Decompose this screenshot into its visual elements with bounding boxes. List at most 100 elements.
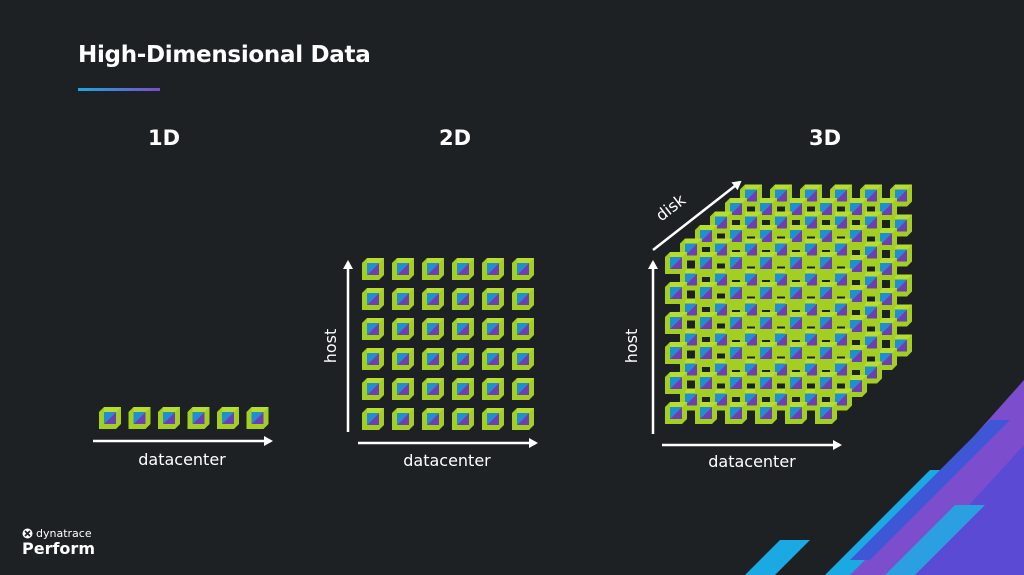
cube [482,408,504,430]
cube [665,402,687,424]
panel-3d: datacenter host disk [622,180,912,471]
cube [755,252,777,274]
cube [665,372,687,394]
cube [512,288,534,310]
cube [362,408,384,430]
cube [362,318,384,340]
cube [815,342,837,364]
cube [482,378,504,400]
cube [815,372,837,394]
cube [680,238,702,261]
cube [482,288,504,310]
cube [362,258,384,280]
cube [452,378,474,400]
cube [392,318,414,340]
stripe-blue-3 [745,540,810,575]
cube [482,318,504,340]
cubes-3d [665,184,912,424]
heading-2d: 2D [439,126,472,150]
brand-event: Perform [22,539,95,558]
cube [860,301,882,324]
cube [158,407,180,429]
z-axis-3d [652,180,742,251]
cube [770,184,792,207]
cube [695,312,717,334]
panel-1d: datacenter [93,407,273,469]
cube [392,408,414,430]
stripe-blue-2 [850,420,1010,560]
cube [785,372,807,394]
cube [246,407,269,429]
cube [512,258,534,280]
cube [890,184,912,207]
cube [845,255,867,277]
cube [725,312,747,334]
cube [785,282,807,304]
cube [755,198,777,220]
cube [815,282,837,304]
cube [422,288,444,310]
cube [482,348,504,370]
cube [725,198,747,220]
cube [695,252,717,274]
cube [725,402,747,424]
cube [725,282,747,304]
cube [452,408,474,430]
cube [785,252,807,274]
cube [800,238,822,261]
cube [815,402,837,424]
cube [452,348,474,370]
cubes-2d [362,258,534,430]
cube [512,378,534,400]
stripe-blue-4 [885,505,985,575]
brand-logo: dynatrace Perform [22,527,95,558]
slide-title: High-Dimensional Data [78,42,371,68]
cube [755,282,777,304]
cube [422,348,444,370]
cube [695,402,717,424]
cube [665,282,687,304]
cube [392,288,414,310]
cube [755,402,777,424]
cube [362,378,384,400]
cube [128,407,151,429]
cube [452,288,474,310]
cubes-1d [99,407,269,429]
dynatrace-logo-icon [22,528,33,539]
cube [695,282,717,304]
cube [830,268,852,291]
cube [99,407,121,429]
cube [725,342,747,364]
cube [217,407,239,429]
title-underline [78,88,160,91]
x-axis-label-1d: datacenter [138,450,226,469]
cube [512,318,534,340]
brand-company: dynatrace [36,527,92,540]
cube [392,258,414,280]
cube [845,315,867,337]
cube [755,312,777,334]
cube [785,312,807,334]
cube [422,258,444,280]
cube [187,407,210,429]
cube [362,348,384,370]
y-axis-label-2d: host [321,329,340,364]
x-axis-label-2d: datacenter [403,451,491,470]
cube [755,225,777,247]
cube [815,252,837,274]
cube [785,342,807,364]
x-axis-label-3d: datacenter [708,452,796,471]
cube [362,288,384,310]
heading-3d: 3D [809,126,842,150]
cube [755,342,777,364]
cube [422,318,444,340]
cube [740,211,762,234]
z-axis-label-3d: disk [652,190,690,225]
cube [392,378,414,400]
cube [482,258,504,280]
cube [392,348,414,370]
cube [422,378,444,400]
y-axis-label-3d: host [622,329,641,364]
